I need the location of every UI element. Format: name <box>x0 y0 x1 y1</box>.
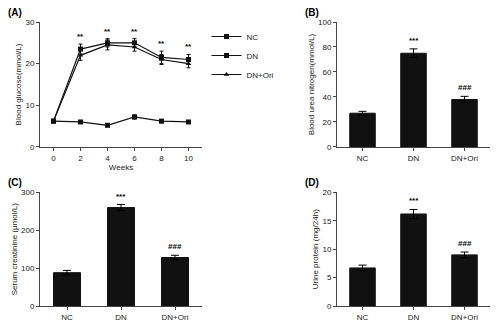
svg-text:10: 10 <box>25 101 34 110</box>
svg-text:80: 80 <box>322 43 331 52</box>
svg-text:(C): (C) <box>8 177 22 188</box>
svg-text:(A): (A) <box>8 7 22 18</box>
svg-text:300: 300 <box>21 188 35 197</box>
svg-text:DN+Ori: DN+Ori <box>451 313 478 322</box>
svg-text:4: 4 <box>105 154 110 163</box>
svg-text:NC: NC <box>247 33 259 42</box>
svg-text:20: 20 <box>322 118 331 127</box>
svg-text:6: 6 <box>132 154 137 163</box>
svg-text:(B): (B) <box>305 7 319 18</box>
svg-text:***: *** <box>409 36 419 45</box>
svg-text:NC: NC <box>357 313 369 322</box>
svg-text:###: ### <box>168 242 182 251</box>
svg-text:Blood urea nitrogen(mmol/L): Blood urea nitrogen(mmol/L) <box>307 33 316 135</box>
svg-text:10: 10 <box>322 245 331 254</box>
svg-text:Blood glucose(mmol/L): Blood glucose(mmol/L) <box>14 43 23 125</box>
svg-text:***: *** <box>409 196 419 205</box>
svg-text:2: 2 <box>78 154 83 163</box>
svg-text:100: 100 <box>318 18 332 27</box>
svg-text:**: ** <box>104 27 111 36</box>
svg-text:DN+Ori: DN+Ori <box>162 313 189 322</box>
svg-text:0: 0 <box>327 302 332 311</box>
svg-text:NC: NC <box>357 154 369 163</box>
svg-text:15: 15 <box>322 217 331 226</box>
svg-text:200: 200 <box>21 226 35 235</box>
svg-text:NC: NC <box>61 313 73 322</box>
svg-text:0: 0 <box>51 154 56 163</box>
svg-text:0: 0 <box>327 143 332 152</box>
svg-text:(D): (D) <box>305 177 319 188</box>
svg-text:**: ** <box>185 42 192 51</box>
svg-text:0: 0 <box>30 302 35 311</box>
svg-text:40: 40 <box>322 93 331 102</box>
svg-text:DN: DN <box>115 313 127 322</box>
svg-text:8: 8 <box>159 154 164 163</box>
svg-text:30: 30 <box>25 18 34 27</box>
svg-text:0: 0 <box>30 143 35 152</box>
svg-text:***: *** <box>116 192 126 201</box>
svg-text:**: ** <box>158 39 165 48</box>
svg-text:10: 10 <box>184 154 193 163</box>
svg-text:Weeks: Weeks <box>109 163 133 172</box>
svg-text:###: ### <box>458 83 472 92</box>
svg-text:20: 20 <box>322 188 331 197</box>
svg-text:5: 5 <box>327 273 332 282</box>
svg-text:**: ** <box>77 32 84 41</box>
svg-text:###: ### <box>458 239 472 248</box>
svg-text:DN: DN <box>408 313 420 322</box>
svg-text:Serum creatinine (μmol/L): Serum creatinine (μmol/L) <box>10 203 19 296</box>
svg-text:DN: DN <box>247 52 259 61</box>
svg-text:Urine protein (mg/24h): Urine protein (mg/24h) <box>311 209 320 289</box>
svg-text:DN+Ori: DN+Ori <box>451 154 478 163</box>
svg-text:DN+Ori: DN+Ori <box>247 71 274 80</box>
svg-text:DN: DN <box>408 154 420 163</box>
svg-text:100: 100 <box>21 264 35 273</box>
svg-text:20: 20 <box>25 59 34 68</box>
svg-text:**: ** <box>131 27 138 36</box>
svg-text:60: 60 <box>322 68 331 77</box>
